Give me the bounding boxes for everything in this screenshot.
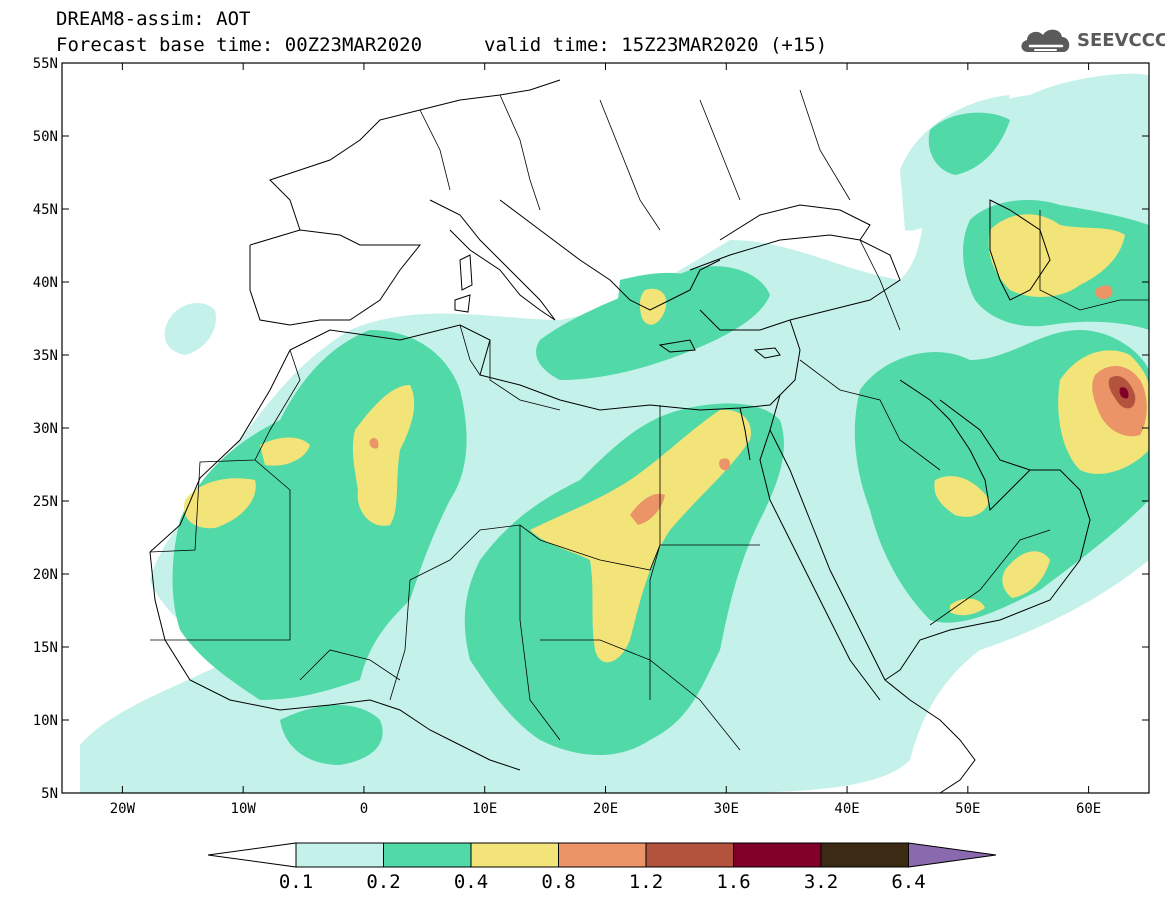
legend-swatch	[295, 842, 384, 868]
lat-label: 30N	[33, 421, 58, 437]
legend-label: 0.2	[366, 871, 400, 893]
lat-label: 5N	[41, 786, 58, 802]
lon-label: 10W	[231, 801, 257, 817]
seevccc-logo: SEEVCCC	[1018, 24, 1165, 56]
logo-text: SEEVCCC	[1077, 29, 1165, 51]
valid-time: valid time: 15Z23MAR2020 (+15)	[484, 34, 828, 56]
legend-swatch	[645, 842, 734, 868]
legend-label: 1.6	[716, 871, 750, 893]
legend-max-arrow	[908, 842, 997, 868]
lat-label: 25N	[33, 494, 58, 510]
legend-min-arrow	[207, 842, 297, 868]
lon-label: 50E	[955, 801, 980, 817]
longitude-axis: 20W 10W 0 10E 20E 30E 40E 50E 60E	[110, 63, 1101, 817]
legend-label: 0.4	[454, 871, 488, 893]
legend-label: 0.1	[279, 871, 313, 893]
lat-label: 50N	[33, 129, 58, 145]
map-title: DREAM8-assim: AOT	[56, 8, 251, 30]
lon-label: 20E	[593, 801, 618, 817]
aot-field	[80, 73, 1149, 793]
legend-swatch	[383, 842, 472, 868]
legend-swatch	[558, 842, 647, 868]
aot-level-1-6	[1119, 387, 1129, 399]
lat-label: 55N	[33, 56, 58, 72]
latitude-axis: 55N 50N 45N 40N 35N 30N 25N 20N 15N 10N 5N	[33, 56, 1149, 802]
lon-label: 60E	[1076, 801, 1101, 817]
lat-label: 35N	[33, 348, 58, 364]
aot-level-0-2	[172, 112, 1149, 765]
legend-label: 6.4	[891, 871, 925, 893]
lon-label: 30E	[714, 801, 739, 817]
lat-label: 10N	[33, 713, 58, 729]
legend-label: 1.2	[629, 871, 663, 893]
lat-label: 15N	[33, 640, 58, 656]
lon-label: 10E	[472, 801, 497, 817]
coastlines	[149, 79, 1091, 793]
borders	[149, 89, 1149, 751]
forecast-base-time: Forecast base time: 00Z23MAR2020	[56, 34, 423, 56]
lon-label: 0	[360, 801, 368, 817]
lon-label: 40E	[834, 801, 859, 817]
legend-label: 3.2	[804, 871, 838, 893]
cloud-logo-icon	[1021, 29, 1070, 52]
color-legend: 0.1 0.2 0.4 0.8 1.2 1.6 3.2 6.4	[207, 842, 997, 893]
lat-label: 20N	[33, 567, 58, 583]
lat-label: 45N	[33, 202, 58, 218]
lon-label: 20W	[110, 801, 136, 817]
legend-swatch	[820, 842, 909, 868]
legend-swatch	[470, 842, 559, 868]
legend-swatch	[733, 842, 822, 868]
lat-label: 40N	[33, 275, 58, 291]
legend-label: 0.8	[541, 871, 575, 893]
